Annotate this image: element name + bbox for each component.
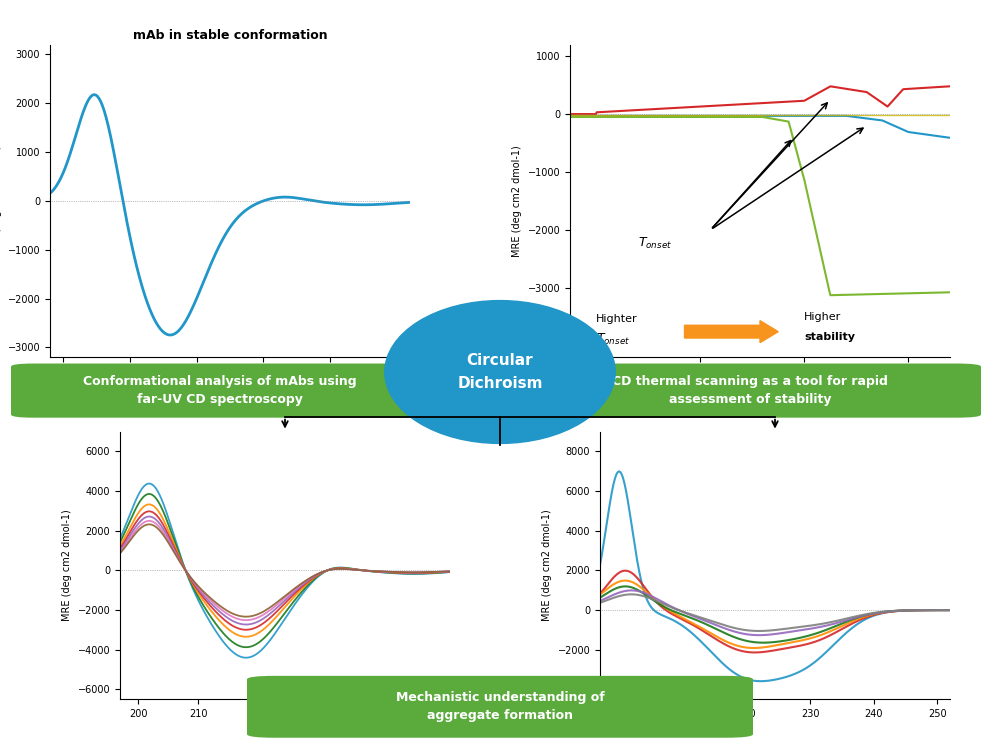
Text: CD thermal scanning as a tool for rapid
assessment of stability: CD thermal scanning as a tool for rapid … (612, 375, 888, 406)
Title: mAb in stable conformation: mAb in stable conformation (133, 29, 327, 42)
Y-axis label: MRE (deg cm2 dmol-1): MRE (deg cm2 dmol-1) (0, 145, 2, 257)
Text: $T_{onset}$: $T_{onset}$ (596, 332, 630, 347)
Y-axis label: MRE (deg cm2 dmol-1): MRE (deg cm2 dmol-1) (62, 510, 72, 621)
Text: Circular
Dichroism: Circular Dichroism (457, 353, 543, 391)
Text: Higher: Higher (804, 312, 841, 321)
Circle shape (385, 301, 615, 443)
Y-axis label: MRE (deg cm2 dmol-1): MRE (deg cm2 dmol-1) (542, 510, 552, 621)
FancyBboxPatch shape (519, 364, 981, 417)
Text: Mechanistic understanding of
aggregate formation: Mechanistic understanding of aggregate f… (396, 691, 604, 722)
Text: Conformational analysis of mAbs using
far-UV CD spectroscopy: Conformational analysis of mAbs using fa… (83, 375, 357, 406)
Y-axis label: MRE (deg cm2 dmol-1): MRE (deg cm2 dmol-1) (512, 145, 522, 257)
Text: $T_{onset}$: $T_{onset}$ (638, 236, 672, 251)
FancyBboxPatch shape (11, 364, 429, 417)
Text: Highter: Highter (596, 315, 638, 324)
FancyArrow shape (685, 321, 778, 343)
FancyBboxPatch shape (247, 676, 753, 738)
Text: stability: stability (804, 332, 855, 341)
